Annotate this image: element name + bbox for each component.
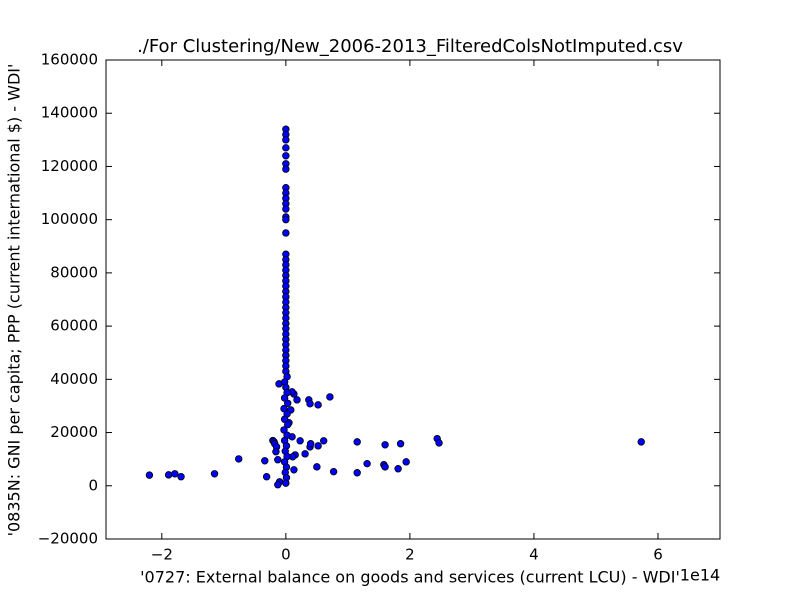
scatter-point [282, 144, 290, 152]
y-tick-label: −20000 [38, 530, 98, 548]
scatter-point [177, 473, 185, 481]
y-tick-label: 120000 [41, 157, 98, 175]
y-tick-label: 0 [88, 476, 98, 494]
scatter-point [282, 205, 290, 213]
scatter-point [210, 470, 219, 478]
scatter-point [171, 470, 179, 478]
scatter-point [290, 466, 298, 474]
scatter-point [637, 438, 645, 446]
scatter-point [363, 459, 371, 468]
scatter-point [353, 469, 361, 477]
y-tick-label: 140000 [41, 104, 98, 122]
scatter-point [306, 440, 315, 448]
scatter-point [282, 479, 290, 487]
y-axis-label: '0835N: GNI per capita; PPP (current int… [5, 64, 24, 537]
x-axis-label: '0727: External balance on goods and ser… [140, 568, 680, 587]
scatter-point [280, 426, 288, 434]
plot-frame [105, 59, 721, 540]
scatter-point [282, 152, 290, 160]
y-tick-label: 100000 [41, 210, 98, 228]
x-tick-label: 4 [529, 546, 539, 564]
y-tick-label: 160000 [41, 51, 98, 69]
scatter-point [284, 420, 292, 429]
scatter-point [329, 467, 338, 476]
x-tick-label: 6 [653, 546, 663, 564]
scatter-point [282, 215, 290, 224]
y-tick-label: 80000 [50, 263, 98, 281]
x-tick-label: 0 [281, 546, 291, 564]
x-offset-label: 1e14 [680, 566, 720, 585]
scatter-point [326, 393, 334, 401]
scatter-point [394, 465, 402, 473]
scatter-point [301, 450, 309, 458]
chart-title: ./For Clustering/New_2006-2013_FilteredC… [137, 36, 683, 57]
scatter-point [274, 455, 282, 464]
scatter-point [274, 481, 282, 489]
scatter-point [262, 473, 271, 481]
scatter-point [402, 458, 410, 466]
scatter-point [282, 165, 290, 173]
scatter-point [282, 229, 290, 237]
scatter-point [145, 471, 154, 479]
scatter-point [319, 437, 328, 445]
scatter-point [282, 136, 290, 144]
scatter-point [314, 401, 322, 409]
scatter-point [314, 442, 322, 450]
scatter-point [381, 441, 389, 449]
scatter-point [261, 457, 269, 465]
y-tick-label: 20000 [50, 423, 98, 441]
y-tick-label: 60000 [50, 317, 98, 335]
x-tick-label: 2 [405, 546, 415, 564]
y-tick-label: 40000 [50, 370, 98, 388]
scatter-point [284, 399, 292, 407]
scatter-point [293, 396, 301, 404]
scatter-point [435, 439, 443, 447]
scatter-point [313, 463, 321, 471]
scatter-point [235, 455, 243, 463]
scatter-point [280, 404, 288, 413]
scatter-point [272, 448, 280, 456]
scatter-point [353, 438, 361, 446]
scatter-point [306, 400, 314, 408]
scatter-point [381, 463, 389, 471]
scatter-point [396, 440, 405, 448]
scatter-point [164, 471, 173, 479]
scatter-point [280, 415, 289, 423]
scatter-point [296, 437, 304, 445]
scatter-point [280, 394, 289, 402]
x-tick-label: −2 [151, 546, 173, 564]
